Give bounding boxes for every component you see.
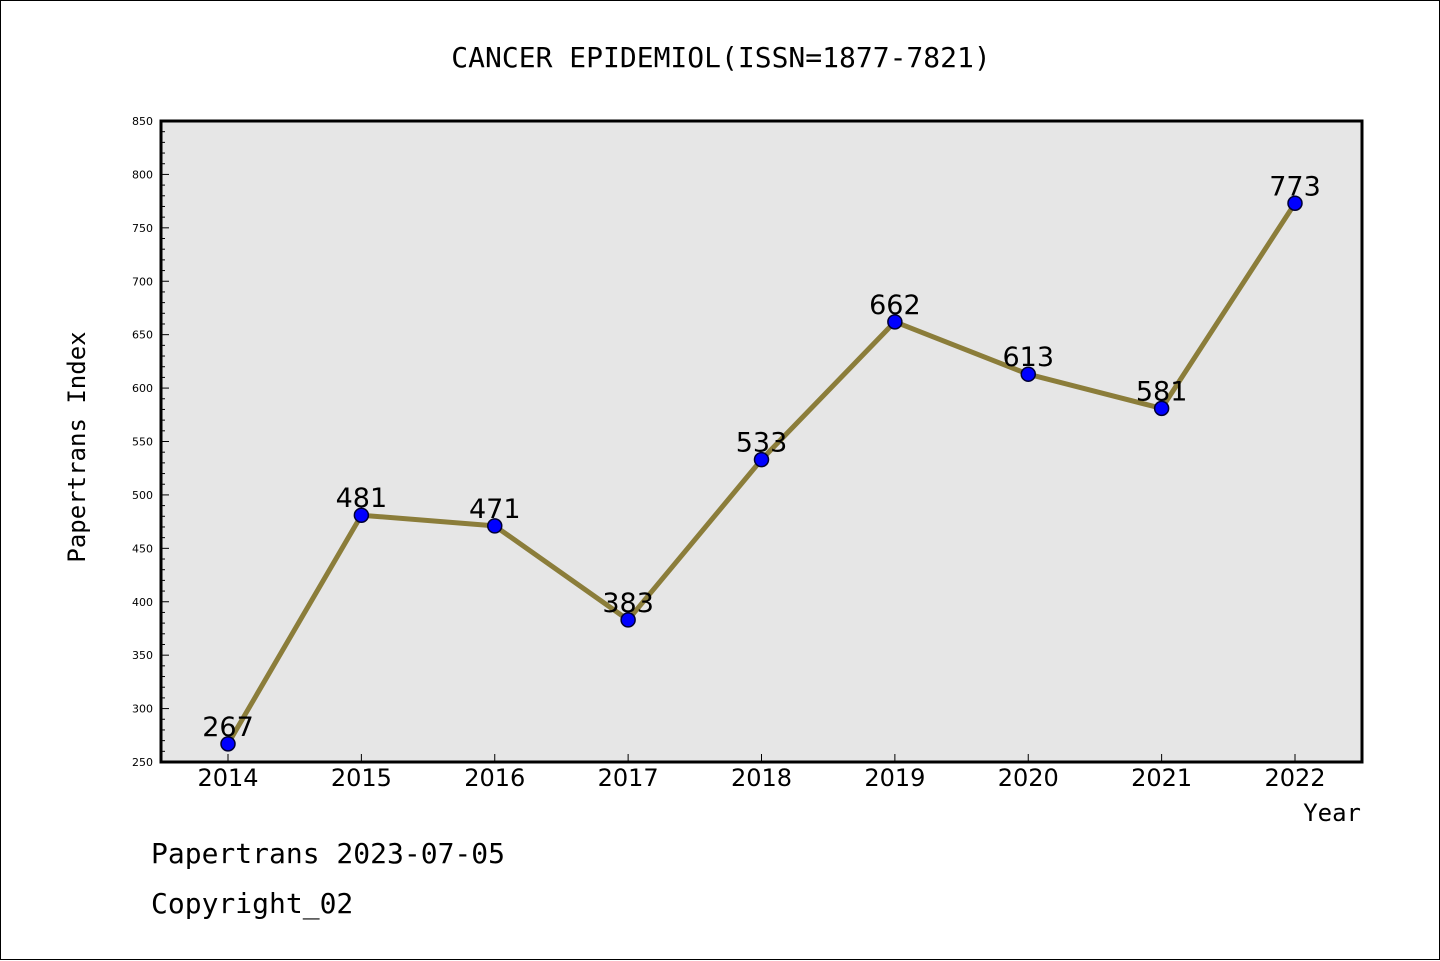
data-labels-group: 267 481 471 383 533 662 613 581 773 [202,171,1321,743]
x-tick-label: 2022 [1264,764,1325,792]
data-point [887,314,903,330]
data-point [753,451,770,468]
data-point [1020,366,1036,382]
y-tick-label: 800 [132,168,153,181]
plot-area [159,119,1364,764]
x-tick-label: 2015 [331,764,392,792]
y-tick-label: 550 [132,436,153,449]
data-label: 383 [602,588,654,619]
y-axis-label: Papertrans Index [63,331,91,562]
y-tick-label: 850 [132,115,153,128]
y-tick-label: 350 [132,649,153,662]
chart-title: CANCER EPIDEMIOL(ISSN=1877-7821) [451,41,990,74]
data-point [620,612,636,628]
data-label: 581 [1136,376,1188,407]
footer-copyright: Copyright_02 [151,887,354,920]
y-tick-label: 300 [132,703,153,716]
y-tick-label: 400 [132,596,153,609]
y-tick-label: 250 [132,756,153,769]
x-tick-label: 2016 [464,764,525,792]
footer-date-line: Papertrans 2023-07-05 [151,837,506,870]
x-tick-label: 2021 [1131,764,1192,792]
x-tick-label: 2017 [598,764,659,792]
y-tick-label: 650 [132,329,153,342]
x-tick-label: 2020 [998,764,1059,792]
x-axis-label: Year [1303,799,1361,827]
data-point [220,736,236,752]
y-axis-ticks: 250 300 350 400 450 500 550 600 650 700 750 800 850 [132,115,169,769]
data-label: 613 [1002,342,1054,373]
data-point [1287,195,1303,212]
data-point [1153,400,1170,417]
data-point [353,507,370,523]
series-points-group [220,195,1303,752]
data-label: 533 [736,428,788,459]
y-tick-label: 500 [132,489,153,502]
x-tick-label: 2019 [864,764,925,792]
y-tick-label: 750 [132,222,153,235]
data-label: 471 [469,494,521,525]
data-label: 481 [336,483,388,514]
y-tick-label: 450 [132,542,153,555]
data-point [487,518,503,534]
x-tick-label: 2014 [197,764,258,792]
data-label: 662 [869,290,921,321]
y-tick-label: 600 [132,382,153,395]
data-label: 773 [1269,171,1321,202]
y-tick-label: 700 [132,275,153,288]
x-tick-label: 2018 [731,764,792,792]
x-axis-ticks: 2014 2015 2016 2017 2018 2019 2020 2021 2022 [197,754,1326,792]
data-label: 267 [202,712,254,743]
